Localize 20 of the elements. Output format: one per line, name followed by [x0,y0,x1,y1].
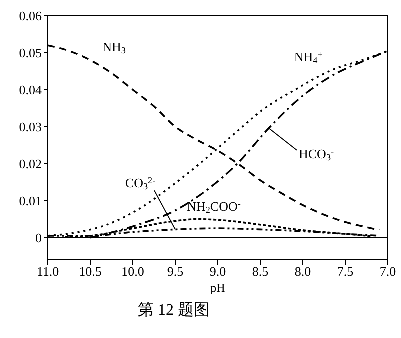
y-tick-label: 0.04 [19,82,42,98]
x-tick-label: 7.5 [337,264,354,280]
y-tick-label: 0.05 [19,46,42,61]
x-tick-label: 10.5 [79,264,102,280]
x-tick-label: 7.0 [380,264,396,280]
x-tick-label: 8.5 [252,264,269,280]
x-tick-label: 10.0 [122,264,144,280]
text: 第 12 题图 [137,301,211,321]
y-tick-label: 0.06 [19,8,42,24]
x-tick-label: 9.5 [167,264,184,280]
x-tick-label: 8.0 [294,264,312,280]
series-label: NH$_{3}$ [102,40,126,56]
y-tick-label: 0.03 [19,120,42,135]
x-tick-label: 9.0 [210,264,226,280]
y-tick-label: 0.02 [19,156,42,172]
x-tick-label: 11.0 [36,264,60,280]
series-label: NH$_{2}$COO$^{-}$ [187,199,241,216]
y-tick-label: 0.01 [19,193,42,208]
x-axis-title: pH [210,281,226,295]
y-tick-label: 0 [36,230,42,246]
